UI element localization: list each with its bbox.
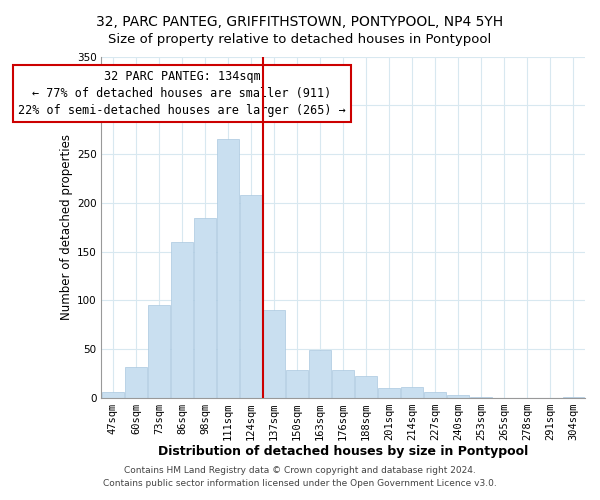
Bar (171, 242, 193, 398)
Bar (332, 370, 354, 398)
Bar (194, 218, 216, 398)
Bar (125, 367, 147, 398)
Bar (448, 395, 469, 398)
Bar (355, 376, 377, 398)
Bar (240, 195, 262, 398)
Bar (379, 388, 400, 398)
Bar (563, 397, 584, 398)
Text: 32, PARC PANTEG, GRIFFITHSTOWN, PONTYPOOL, NP4 5YH: 32, PARC PANTEG, GRIFFITHSTOWN, PONTYPOO… (97, 15, 503, 29)
Bar (401, 387, 423, 398)
Text: Contains HM Land Registry data © Crown copyright and database right 2024.
Contai: Contains HM Land Registry data © Crown c… (103, 466, 497, 487)
Text: Size of property relative to detached houses in Pontypool: Size of property relative to detached ho… (109, 32, 491, 46)
Bar (217, 140, 239, 398)
Bar (286, 370, 308, 398)
Bar (263, 310, 285, 398)
Bar (424, 392, 446, 398)
X-axis label: Distribution of detached houses by size in Pontypool: Distribution of detached houses by size … (158, 444, 529, 458)
Y-axis label: Number of detached properties: Number of detached properties (59, 134, 73, 320)
Bar (102, 392, 124, 398)
Bar (148, 306, 170, 398)
Bar (309, 350, 331, 398)
Text: 32 PARC PANTEG: 134sqm
← 77% of detached houses are smaller (911)
22% of semi-de: 32 PARC PANTEG: 134sqm ← 77% of detached… (18, 70, 346, 117)
Bar (470, 397, 493, 398)
